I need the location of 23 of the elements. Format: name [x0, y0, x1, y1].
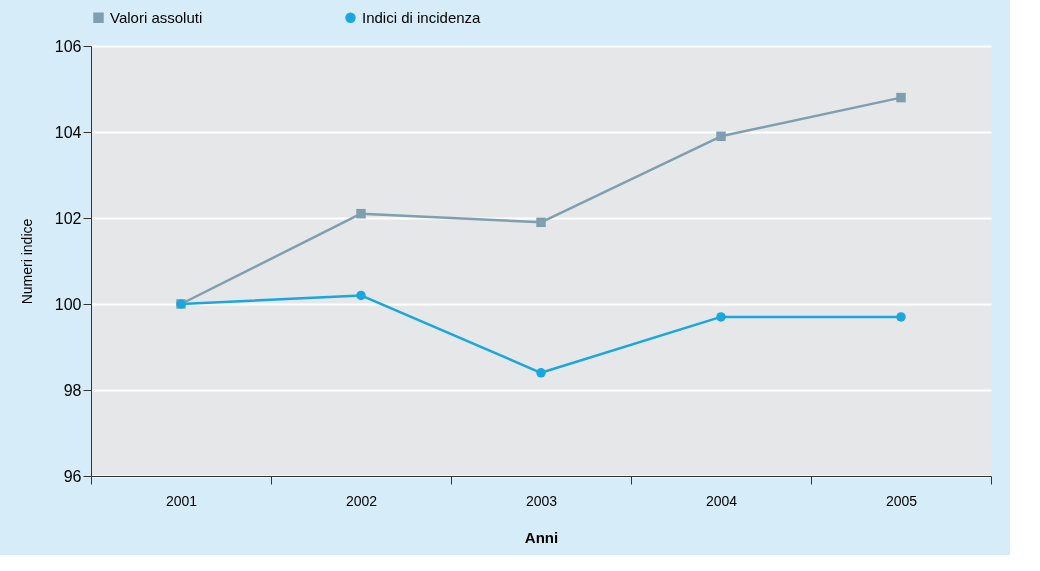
y-tick-label: 96: [63, 467, 82, 485]
x-tick-label: 2004: [705, 492, 738, 509]
point: [896, 312, 906, 322]
point: [896, 92, 906, 103]
x-tick-label: 2001: [165, 492, 198, 509]
y-tick-label: 104: [54, 123, 82, 141]
point: [536, 217, 546, 228]
y-axis-title: Numeri indice: [18, 218, 35, 305]
legend-label: Valori assoluti: [110, 8, 203, 26]
legend-label: Indici di incidenza: [362, 8, 482, 26]
point: [356, 290, 366, 301]
point: [356, 208, 366, 219]
y-tick-label: 100: [54, 295, 82, 313]
x-axis-title: Anni: [524, 528, 559, 546]
x-tick-label: 2005: [885, 492, 918, 509]
y-tick-label: 98: [63, 381, 82, 399]
point: [716, 131, 726, 142]
y-tick-label: 102: [54, 209, 82, 227]
point: [716, 312, 726, 322]
x-tick-label: 2003: [525, 492, 558, 509]
x-tick-label: 2002: [345, 492, 378, 509]
point: [536, 368, 546, 378]
y-tick-label: 106: [54, 37, 82, 55]
